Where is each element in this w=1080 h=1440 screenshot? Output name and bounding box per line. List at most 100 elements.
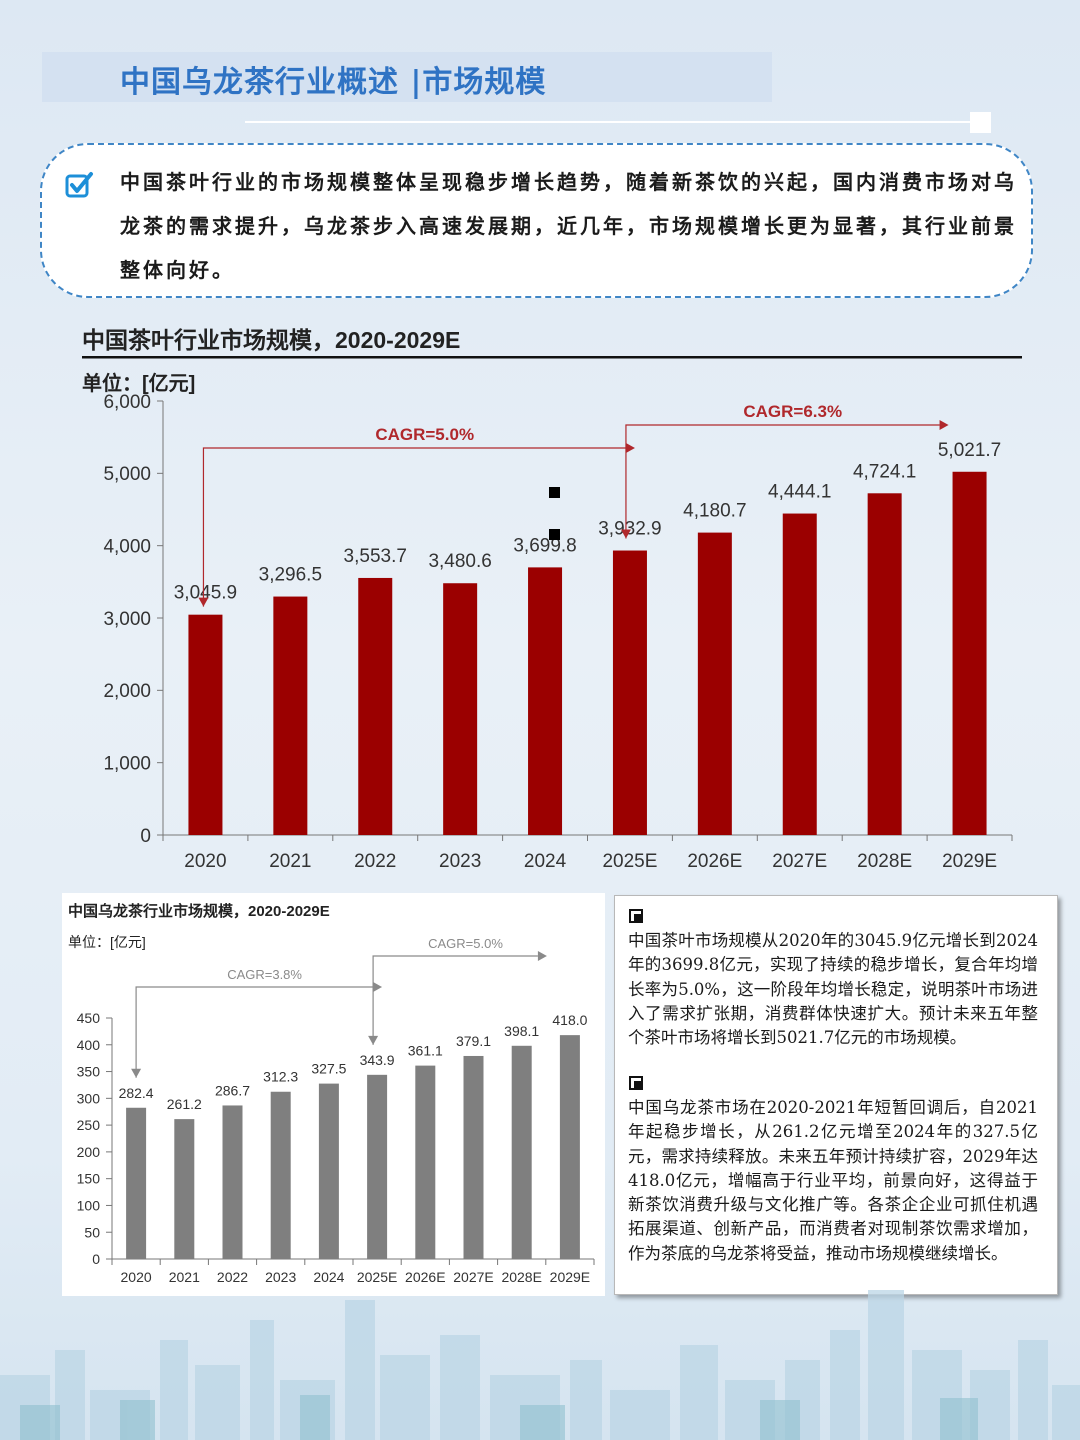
arrow-head-icon (620, 529, 631, 539)
y-tick-label: 0 (92, 1251, 100, 1267)
summary-box (40, 143, 1033, 298)
data-label-2021: 261.2 (167, 1096, 202, 1112)
bar-2029E (952, 471, 987, 835)
bar-2021 (273, 596, 308, 835)
bar-2022 (358, 577, 393, 835)
chart-title: 中国茶叶行业市场规模，2020-2029E (82, 327, 460, 353)
cagr-arrow-line (372, 955, 538, 1045)
data-label-2027E: 4,444.1 (768, 482, 831, 503)
data-label-2020: 3,045.9 (174, 583, 237, 604)
x-tick-label: 2023 (439, 851, 481, 872)
y-tick-label: 0 (140, 826, 151, 847)
cagr-label: CAGR=6.3% (743, 402, 842, 421)
bar-2020 (126, 1107, 147, 1259)
bar-2021 (174, 1119, 195, 1259)
bar-2026E (415, 1065, 436, 1259)
y-tick-label: 300 (77, 1090, 101, 1106)
summary-text: 中国茶叶行业的市场规模整体呈现稳步增长趋势，随着新茶饮的兴起，国内消费市场对乌龙… (120, 170, 1017, 282)
x-tick-label: 2028E (501, 1269, 541, 1285)
x-tick-label: 2029E (550, 1269, 590, 1285)
y-tick-label: 100 (77, 1197, 101, 1213)
arrow-head-icon (373, 982, 383, 992)
data-label-2023: 3,480.6 (428, 551, 491, 572)
data-label-2024: 327.5 (311, 1061, 346, 1077)
y-tick-label: 400 (77, 1037, 101, 1053)
y-tick-label: 150 (77, 1171, 101, 1187)
x-tick-label: 2020 (121, 1269, 152, 1285)
y-tick-label: 4,000 (103, 537, 151, 558)
marker-square-icon (549, 529, 560, 540)
bar-2028E (511, 1045, 532, 1259)
cagr-label: CAGR=5.0% (375, 425, 474, 444)
bar-2028E (867, 493, 902, 835)
x-tick-label: 2022 (217, 1269, 248, 1285)
y-tick-label: 50 (84, 1224, 100, 1240)
x-tick-label: 2025E (602, 851, 657, 872)
y-tick-label: 6,000 (103, 392, 151, 413)
bar-2027E (463, 1055, 484, 1259)
unit-label: 单位：[亿元] (82, 371, 195, 395)
data-label-2025E: 3,932.9 (598, 519, 661, 540)
y-tick-label: 3,000 (103, 609, 151, 630)
y-tick-label: 1,000 (103, 754, 151, 775)
y-tick-label: 450 (77, 1010, 101, 1026)
cagr-arrow-line (625, 424, 940, 539)
bar-2026E (697, 532, 732, 835)
tea-industry-chart: 中国茶叶行业市场规模，2020-2029E 单位：[亿元] 0 1,000 2,000 3… (82, 327, 1022, 872)
x-tick-label: 2021 (169, 1269, 200, 1285)
x-tick-label: 2024 (524, 851, 567, 872)
x-tick-label: 2029E (942, 851, 997, 872)
bar-2029E (559, 1035, 580, 1259)
marker-square-icon (549, 487, 560, 498)
bullet-square-icon (629, 1076, 643, 1090)
data-label-2029E: 418.0 (552, 1012, 587, 1028)
arrow-head-icon (625, 443, 635, 453)
y-tick-label: 5,000 (103, 464, 151, 485)
bar-2022 (222, 1105, 243, 1259)
data-label-2027E: 379.1 (456, 1033, 491, 1049)
title-underline (82, 356, 1022, 359)
bar-2023 (270, 1091, 291, 1259)
arrow-head-icon (537, 951, 547, 961)
bar-2027E (782, 513, 817, 835)
bar-2023 (443, 583, 478, 835)
header-square-decoration (970, 112, 991, 133)
header-band (42, 52, 772, 102)
bullet-square-icon (629, 909, 643, 923)
chart-title: 中国乌龙茶行业市场规模，2020-2029E (68, 902, 330, 920)
x-tick-label: 2023 (265, 1269, 296, 1285)
data-label-2022: 286.7 (215, 1082, 250, 1098)
x-tick-label: 2026E (687, 851, 742, 872)
city-skyline-decoration (0, 1290, 1080, 1440)
notes-panel (614, 895, 1058, 1295)
data-label-2028E: 4,724.1 (853, 461, 916, 482)
data-label-2020: 282.4 (119, 1085, 154, 1101)
x-tick-label: 2024 (313, 1269, 344, 1285)
y-tick-label: 200 (77, 1144, 101, 1160)
bar-2025E (367, 1074, 388, 1259)
x-tick-label: 2020 (184, 851, 226, 872)
bar-2024 (528, 567, 563, 835)
y-tick-label: 2,000 (103, 681, 151, 702)
data-label-2021: 3,296.5 (259, 565, 322, 586)
bar-2025E (612, 550, 647, 835)
arrow-head-icon (939, 420, 949, 430)
x-tick-label: 2021 (269, 851, 311, 872)
x-tick-label: 2022 (354, 851, 396, 872)
note-oolong-market: 中国乌龙茶市场在2020-2021年短暂回调后，自2021年起稳步增长，从261… (628, 1098, 1038, 1263)
x-tick-label: 2027E (453, 1269, 493, 1285)
arrow-head-icon (198, 597, 209, 607)
data-label-2022: 3,553.7 (344, 546, 407, 567)
unit-label: 单位：[亿元] (68, 934, 146, 950)
cagr-arrow-line (135, 986, 374, 1078)
data-label-2025E: 343.9 (360, 1052, 395, 1068)
page-title: 中国乌龙茶行业概述 |市场规模 (120, 65, 547, 100)
data-label-2026E: 361.1 (408, 1043, 443, 1059)
y-tick-label: 350 (77, 1064, 101, 1080)
note-tea-market: 中国茶叶市场规模从2020年的3045.9亿元增长到2024年的3699.8亿元… (628, 931, 1038, 1048)
x-tick-label: 2026E (405, 1269, 445, 1285)
data-label-2023: 312.3 (263, 1069, 298, 1085)
y-tick-label: 250 (77, 1117, 101, 1133)
data-label-2029E: 5,021.7 (938, 440, 1001, 461)
x-tick-label: 2027E (772, 851, 827, 872)
